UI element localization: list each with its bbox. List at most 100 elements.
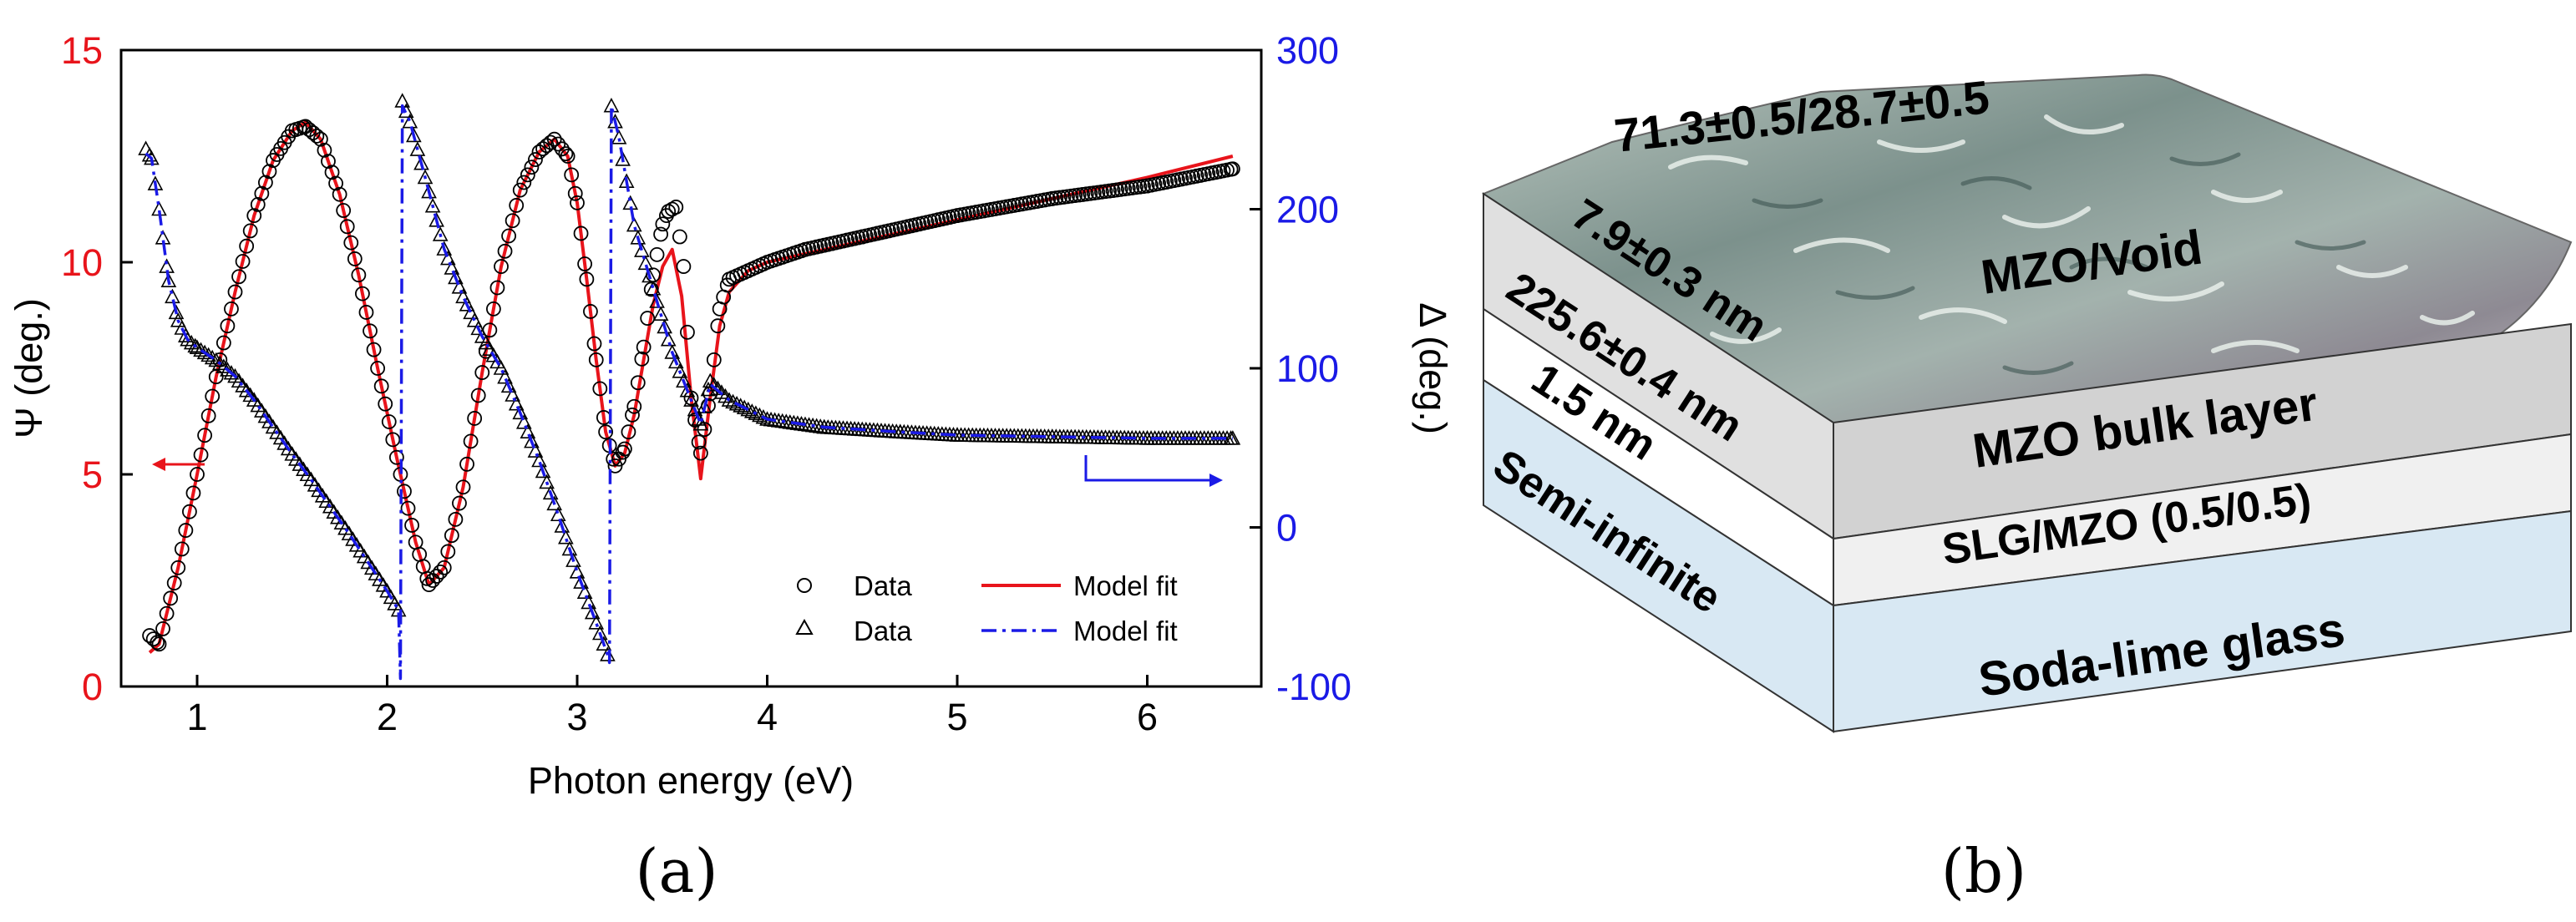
delta-data-point (706, 377, 723, 392)
psi-data-point (250, 197, 266, 212)
delta-data-point (406, 127, 422, 143)
psi-data-point (558, 146, 574, 161)
psi-data-point (474, 365, 490, 380)
delta-data-point (667, 353, 684, 369)
psi-data-point (336, 203, 352, 218)
psi-data-point (680, 324, 695, 340)
psi-data-point (448, 511, 464, 527)
right-tick-label: 300 (1276, 29, 1339, 72)
psi-data-point (370, 361, 386, 376)
delta-data-point (174, 320, 190, 335)
delta-data-point (718, 388, 733, 403)
psi-data-point (573, 225, 589, 241)
psi-data-point (440, 544, 456, 560)
psi-data-point (155, 621, 170, 636)
delta-data-point (664, 344, 681, 359)
psi-data-point (579, 271, 595, 287)
delta-data-point (417, 169, 434, 185)
delta-data-point (520, 423, 536, 439)
legend-label-delta-data: Data (854, 616, 912, 646)
delta-data-point (439, 250, 456, 266)
psi-data-point (564, 167, 580, 183)
psi-data-point (151, 636, 167, 652)
delta-data-point (524, 433, 540, 448)
legend-label-delta-fit: Model fit (1073, 616, 1178, 646)
psi-data-point (235, 254, 251, 269)
psi-data-point (385, 432, 401, 448)
right-tick-label: 0 (1276, 507, 1297, 550)
delta-data-point (448, 269, 464, 285)
delta-data-point (692, 415, 709, 431)
delta-data-point (728, 395, 745, 411)
psi-data-point (197, 428, 213, 443)
psi-data-point (1225, 161, 1240, 177)
psi-data-point (428, 569, 444, 584)
psi-data-point (246, 208, 262, 224)
psi-data-point (505, 213, 520, 229)
psi-data-point (640, 311, 656, 326)
psi-data-point (347, 251, 363, 266)
delta-data-point (700, 381, 717, 397)
psi-data-point (339, 219, 355, 235)
psi-data-point (397, 484, 412, 499)
delta-data-point (743, 403, 760, 418)
delta-data-point (558, 529, 574, 545)
delta-data-point (187, 337, 204, 353)
delta-data-point (444, 260, 460, 275)
psi-data-point (358, 305, 374, 320)
psi-data-point (653, 226, 668, 242)
psi-data-point (719, 277, 735, 293)
psi-data-point (509, 198, 525, 213)
psi-data-point (257, 175, 273, 190)
psi-data-point (205, 388, 221, 404)
delta-data-point (683, 392, 699, 407)
psi-data-point (486, 301, 501, 317)
right-y-axis: -100 0 100 200 300 (1250, 29, 1351, 708)
psi-data-point (363, 323, 378, 339)
psi-data-point (220, 318, 236, 334)
psi-data-point (636, 339, 652, 355)
psi-data-point (231, 269, 246, 285)
psi-data-point (381, 414, 397, 429)
delta-data-point (550, 506, 566, 522)
psi-data-point (170, 560, 186, 575)
left-y-axis: 0 5 10 15 (61, 29, 133, 708)
legend-label-psi-data: Data (854, 570, 912, 601)
psi-data-point (425, 573, 440, 588)
delta-data-point (748, 405, 764, 420)
psi-data-point (546, 131, 562, 147)
layer-structure-diagram: 71.3±0.5/28.7±0.5 MZO/Void 7.9±0.3 nm MZ… (1481, 70, 2573, 906)
delta-data-point (436, 241, 453, 256)
series-layer (138, 93, 1241, 681)
delta-data-point (535, 463, 551, 479)
delta-data-point (630, 230, 647, 245)
psi-data-point (550, 136, 566, 152)
delta-data-point (573, 574, 589, 589)
right-axis-arrow (1084, 455, 1223, 487)
psi-data-point (239, 238, 255, 254)
delta-data-point (657, 318, 672, 334)
delta-data-point (413, 155, 429, 170)
delta-data-point (679, 382, 696, 398)
psi-data-point (400, 500, 416, 516)
delta-data-point (652, 306, 669, 322)
psi-data-point (163, 590, 179, 606)
psi-data-point (145, 631, 161, 647)
psi-data-point (227, 284, 243, 300)
psi-data-point (317, 142, 332, 158)
delta-data-point (211, 355, 228, 371)
delta-data-point (497, 368, 513, 384)
psi-data-point (630, 375, 646, 391)
delta-data-point (402, 114, 418, 129)
psi-data-point (625, 407, 640, 423)
delta-data-point (204, 349, 221, 365)
psi-data-point (577, 256, 592, 271)
delta-data-point (596, 636, 612, 651)
psi-data-point (626, 398, 642, 414)
delta-fit-line (145, 104, 1233, 681)
delta-data-point (1225, 430, 1241, 445)
psi-data-point (351, 267, 367, 283)
psi-data-point (419, 570, 435, 586)
psi-data-point (150, 635, 165, 651)
delta-data-point (196, 344, 213, 360)
